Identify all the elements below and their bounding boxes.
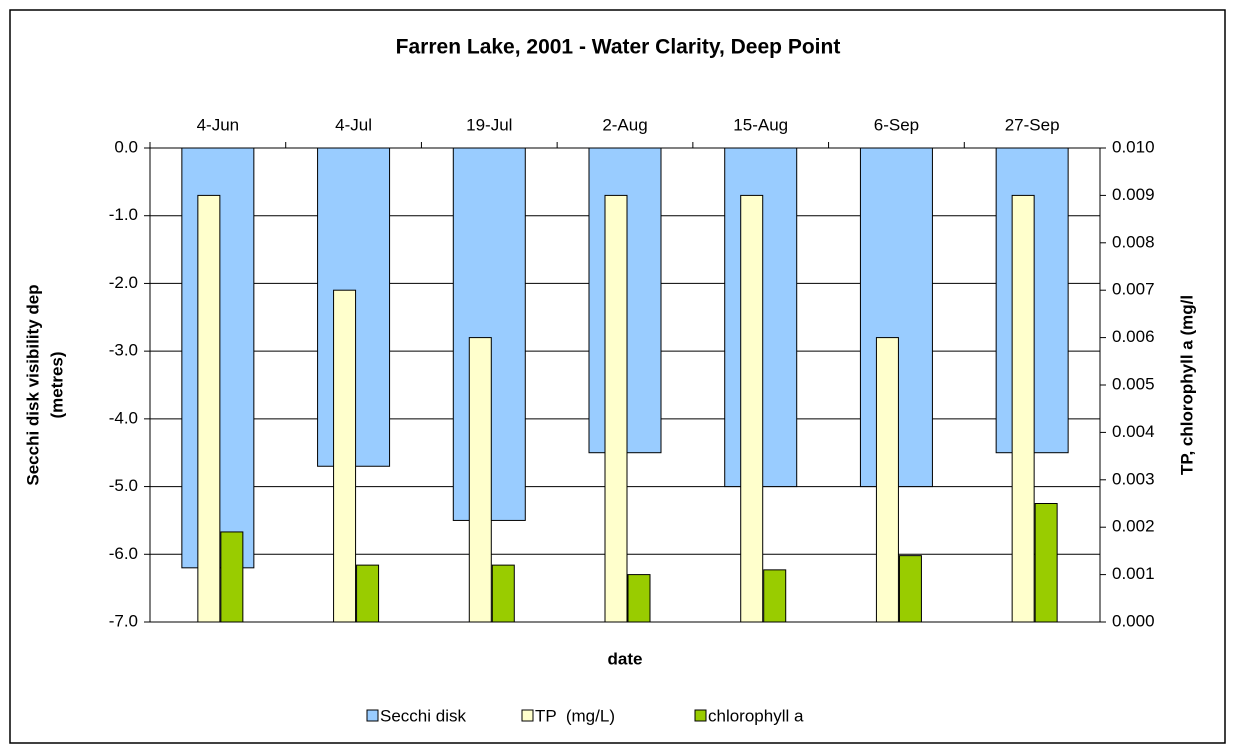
bar — [875, 337, 899, 623]
bar — [740, 194, 764, 623]
bar — [604, 194, 628, 623]
x-tick-label: 4-Jul — [335, 115, 372, 134]
y-tick-label: -7.0 — [109, 611, 138, 630]
y-tick-label: -2.0 — [109, 273, 138, 292]
x-axis-label: date — [608, 649, 643, 668]
y2-tick-label: 0.001 — [1112, 564, 1155, 583]
y2-tick-label: 0.006 — [1112, 327, 1155, 346]
chart-title: Farren Lake, 2001 - Water Clarity, Deep … — [396, 36, 841, 59]
bar — [491, 564, 515, 623]
y2-tick-label: 0.007 — [1112, 280, 1155, 299]
legend-swatch — [521, 709, 534, 722]
y-axis-label: Secchi disk visibility dep — [23, 284, 42, 485]
y2-tick-label: 0.003 — [1112, 469, 1155, 488]
y-tick-label: -1.0 — [109, 205, 138, 224]
y2-tick-label: 0.004 — [1112, 422, 1155, 441]
legend-swatch — [366, 709, 379, 722]
y-tick-label: -3.0 — [109, 341, 138, 360]
bar — [1034, 503, 1058, 623]
legend-label: chlorophyll a — [708, 706, 804, 725]
y2-tick-label: 0.005 — [1112, 374, 1155, 393]
bar — [763, 569, 787, 623]
y-axis-label: (metres) — [47, 351, 66, 418]
y2-tick-label: 0.009 — [1112, 185, 1155, 204]
bar — [220, 531, 244, 623]
y2-axis-label: TP, chlorophyll a (mg/l — [1177, 295, 1196, 475]
y-tick-label: -6.0 — [109, 544, 138, 563]
legend-label: TP (mg/L) — [535, 706, 615, 725]
legend-swatch — [694, 709, 707, 722]
y-tick-label: -4.0 — [109, 408, 138, 427]
y2-tick-label: 0.000 — [1112, 611, 1155, 630]
y-tick-label: -5.0 — [109, 476, 138, 495]
bar — [898, 555, 922, 623]
bar — [356, 564, 380, 623]
bar — [627, 574, 651, 623]
bar — [197, 194, 221, 623]
y2-tick-label: 0.008 — [1112, 232, 1155, 251]
x-tick-label: 4-Jun — [197, 115, 240, 134]
x-tick-label: 27-Sep — [1005, 115, 1060, 134]
bar — [1011, 194, 1035, 623]
bar — [468, 337, 492, 623]
x-tick-label: 6-Sep — [874, 115, 919, 134]
y-tick-label: 0.0 — [114, 137, 138, 156]
legend-label: Secchi disk — [380, 706, 466, 725]
y2-tick-label: 0.002 — [1112, 517, 1155, 536]
x-tick-label: 15-Aug — [733, 115, 788, 134]
bar — [333, 289, 357, 623]
x-tick-label: 19-Jul — [466, 115, 512, 134]
x-tick-label: 2-Aug — [602, 115, 647, 134]
y2-tick-label: 0.010 — [1112, 137, 1155, 156]
